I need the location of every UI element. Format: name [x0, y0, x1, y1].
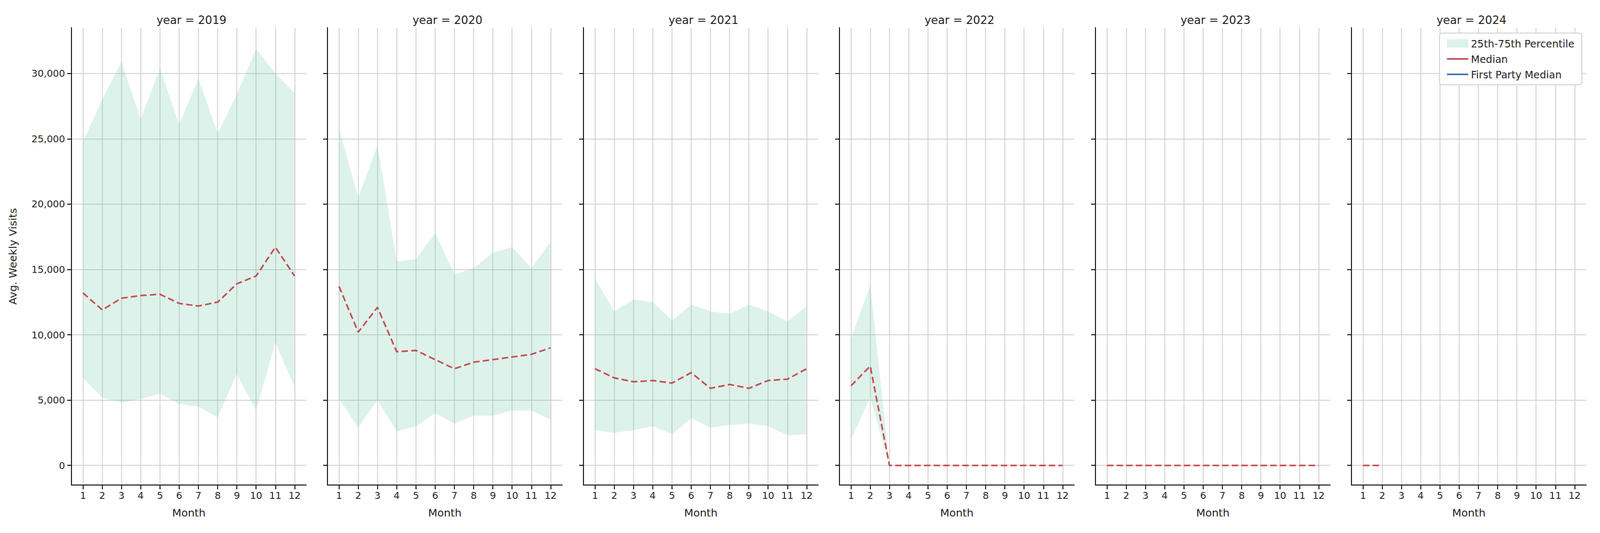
svg-text:30,000: 30,000	[31, 67, 66, 79]
svg-text:5: 5	[412, 490, 419, 502]
svg-text:9: 9	[1257, 490, 1264, 502]
svg-text:7: 7	[1219, 490, 1226, 502]
svg-text:Month: Month	[428, 506, 462, 520]
svg-text:4: 4	[393, 490, 400, 502]
svg-text:7: 7	[195, 490, 202, 502]
svg-text:10: 10	[762, 490, 775, 502]
svg-text:3: 3	[630, 490, 637, 502]
svg-text:7: 7	[707, 490, 714, 502]
svg-text:4: 4	[905, 490, 912, 502]
svg-text:9: 9	[1001, 490, 1008, 502]
svg-text:12: 12	[800, 490, 813, 502]
svg-text:1: 1	[848, 490, 854, 502]
svg-text:10,000: 10,000	[31, 329, 66, 341]
svg-text:5: 5	[156, 490, 163, 502]
svg-text:First Party Median: First Party Median	[1470, 68, 1562, 81]
svg-text:2: 2	[1379, 490, 1386, 502]
svg-text:5: 5	[668, 490, 675, 502]
svg-text:11: 11	[1293, 490, 1306, 502]
svg-text:0: 0	[59, 460, 66, 472]
svg-text:3: 3	[118, 490, 125, 502]
svg-text:10: 10	[506, 490, 519, 502]
svg-text:year = 2019: year = 2019	[156, 13, 227, 27]
svg-text:Month: Month	[684, 506, 718, 520]
svg-text:15,000: 15,000	[31, 264, 66, 276]
svg-text:4: 4	[1161, 490, 1168, 502]
svg-text:year = 2022: year = 2022	[924, 13, 995, 27]
svg-text:Month: Month	[172, 506, 206, 520]
svg-text:8: 8	[726, 490, 733, 502]
svg-text:5,000: 5,000	[37, 394, 66, 406]
svg-text:11: 11	[781, 490, 794, 502]
svg-text:year = 2023: year = 2023	[1180, 13, 1251, 27]
svg-text:3: 3	[1142, 490, 1149, 502]
svg-text:2: 2	[355, 490, 362, 502]
svg-text:2: 2	[1123, 490, 1130, 502]
svg-text:Avg. Weekly Visits: Avg. Weekly Visits	[6, 208, 20, 305]
svg-text:8: 8	[470, 490, 477, 502]
svg-text:10: 10	[1274, 490, 1287, 502]
svg-text:year = 2020: year = 2020	[412, 13, 483, 27]
svg-text:3: 3	[886, 490, 893, 502]
svg-text:11: 11	[525, 490, 538, 502]
svg-text:9: 9	[489, 490, 496, 502]
svg-text:12: 12	[288, 490, 301, 502]
svg-text:1: 1	[1360, 490, 1366, 502]
svg-text:8: 8	[1238, 490, 1245, 502]
svg-text:7: 7	[451, 490, 458, 502]
svg-text:6: 6	[432, 490, 438, 502]
svg-text:4: 4	[649, 490, 656, 502]
svg-text:5: 5	[1436, 490, 1443, 502]
svg-text:6: 6	[944, 490, 950, 502]
svg-text:3: 3	[1398, 490, 1405, 502]
svg-text:11: 11	[1037, 490, 1050, 502]
svg-text:8: 8	[982, 490, 989, 502]
svg-text:6: 6	[688, 490, 694, 502]
svg-text:1: 1	[592, 490, 598, 502]
svg-text:9: 9	[745, 490, 752, 502]
svg-text:7: 7	[1475, 490, 1482, 502]
svg-text:11: 11	[269, 490, 282, 502]
svg-text:11: 11	[1549, 490, 1562, 502]
svg-text:25th-75th Percentile: 25th-75th Percentile	[1470, 37, 1575, 50]
svg-text:12: 12	[544, 490, 557, 502]
svg-text:12: 12	[1568, 490, 1581, 502]
svg-text:Month: Month	[1196, 506, 1230, 520]
svg-text:9: 9	[1513, 490, 1520, 502]
svg-text:year = 2024: year = 2024	[1436, 13, 1507, 27]
svg-text:10: 10	[1018, 490, 1031, 502]
svg-text:1: 1	[1104, 490, 1110, 502]
svg-text:2: 2	[867, 490, 874, 502]
svg-text:6: 6	[176, 490, 182, 502]
svg-text:8: 8	[214, 490, 221, 502]
svg-text:Month: Month	[940, 506, 974, 520]
svg-text:25,000: 25,000	[31, 133, 66, 145]
svg-text:Median: Median	[1470, 53, 1508, 66]
svg-text:Month: Month	[1452, 506, 1486, 520]
svg-text:12: 12	[1056, 490, 1069, 502]
svg-text:1: 1	[336, 490, 342, 502]
svg-text:4: 4	[137, 490, 144, 502]
svg-text:2: 2	[611, 490, 618, 502]
svg-text:3: 3	[374, 490, 381, 502]
svg-text:1: 1	[80, 490, 86, 502]
svg-text:5: 5	[924, 490, 931, 502]
svg-text:6: 6	[1456, 490, 1462, 502]
svg-text:12: 12	[1312, 490, 1325, 502]
svg-text:10: 10	[1530, 490, 1543, 502]
svg-text:20,000: 20,000	[31, 198, 66, 210]
svg-text:7: 7	[963, 490, 970, 502]
svg-text:year = 2021: year = 2021	[668, 13, 739, 27]
svg-text:2: 2	[99, 490, 106, 502]
svg-text:5: 5	[1180, 490, 1187, 502]
svg-text:8: 8	[1494, 490, 1501, 502]
svg-text:10: 10	[250, 490, 263, 502]
svg-text:9: 9	[233, 490, 240, 502]
svg-text:6: 6	[1200, 490, 1206, 502]
svg-text:4: 4	[1417, 490, 1424, 502]
